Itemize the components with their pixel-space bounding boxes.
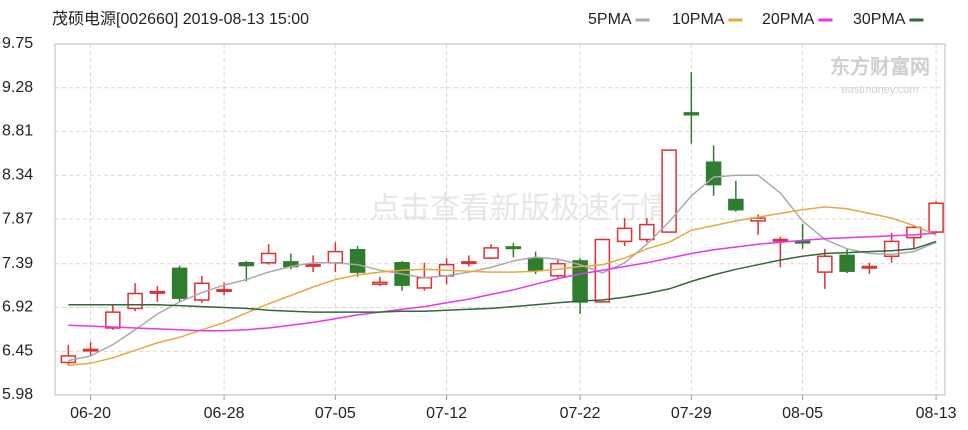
candle-body: [127, 292, 143, 310]
candle-body: [817, 255, 833, 273]
x-tick-label: 08-05: [782, 405, 823, 422]
x-tick-label: 06-28: [204, 405, 245, 422]
plot-frame: [54, 43, 946, 396]
x-tick-label: 08-13: [916, 405, 957, 422]
x-tick-label: 07-05: [315, 405, 356, 422]
legend-label: 30PMA: [853, 11, 906, 28]
candle-body: [928, 202, 944, 233]
legend-label: 5PMA: [588, 11, 632, 28]
y-tick-label: 8.81: [2, 123, 33, 140]
candle-body: [327, 250, 344, 264]
candle-body: [794, 240, 811, 244]
candle-body: [750, 217, 766, 222]
watermark: eastmoney.com: [842, 84, 919, 96]
ma-line: [68, 240, 937, 313]
candle-body: [82, 348, 99, 352]
chart-title: 茂硕电源[002660] 2019-08-13 15:00: [52, 10, 309, 28]
candle-body: [260, 252, 277, 264]
candle-body: [461, 261, 477, 265]
candle-body: [572, 260, 588, 303]
candle-body: [883, 240, 900, 258]
ma-line: [68, 174, 937, 362]
y-tick-label: 9.75: [2, 35, 33, 52]
candle-body: [861, 265, 878, 269]
candle-body: [171, 267, 188, 299]
ma-line: [68, 206, 937, 366]
y-tick-label: 5.98: [2, 386, 33, 403]
candle-body: [906, 226, 922, 239]
candle-body: [372, 281, 388, 285]
candle-body: [683, 112, 700, 116]
candle-body: [149, 290, 166, 294]
candle-body: [772, 238, 789, 242]
candle-body: [238, 262, 255, 267]
y-tick-label: 6.92: [2, 299, 33, 316]
candle-body: [616, 227, 633, 243]
candle-body: [105, 311, 121, 329]
x-tick-label: 07-22: [560, 405, 601, 422]
y-tick-label: 6.45: [2, 342, 33, 359]
y-tick-label: 7.39: [2, 255, 33, 272]
y-tick-label: 8.34: [2, 166, 33, 183]
candle-body: [705, 161, 722, 186]
candle-body: [839, 254, 855, 272]
y-tick-label: 9.28: [2, 79, 33, 96]
candle-body: [639, 223, 655, 241]
candle-body: [305, 263, 321, 267]
y-tick-label: 7.87: [2, 210, 33, 227]
x-tick-label: 07-12: [426, 405, 467, 422]
candle-body: [194, 282, 210, 301]
ma-line: [68, 232, 937, 332]
candle-body: [483, 247, 499, 259]
legend-label: 20PMA: [762, 11, 815, 28]
candle-body: [349, 249, 366, 273]
watermark: 东方财富网: [830, 54, 930, 78]
candle-body: [505, 246, 522, 250]
candle-body: [416, 276, 433, 289]
candle-body: [527, 257, 544, 271]
legend-label: 10PMA: [672, 11, 725, 28]
x-tick-label: 06-20: [70, 405, 111, 422]
candle-body: [661, 149, 677, 233]
x-tick-label: 07-29: [671, 405, 712, 422]
candle-body: [216, 289, 232, 293]
candle-body: [728, 198, 744, 211]
